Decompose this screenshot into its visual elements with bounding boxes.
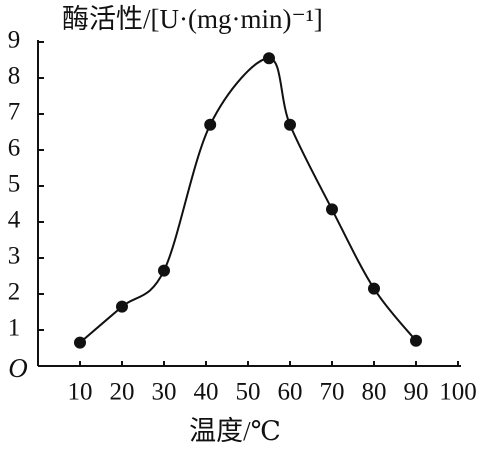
point [368, 282, 380, 295]
y-axis-title: 酶活性/[U·(mg·min)⁻¹] [62, 4, 323, 34]
point [263, 52, 275, 65]
y-tick-label: 9 [8, 27, 21, 54]
y-tick-label: 1 [8, 315, 21, 342]
point [326, 203, 338, 216]
point [74, 336, 86, 349]
y-tick-label: 6 [8, 135, 21, 162]
point [204, 118, 217, 131]
x-tick-label: 60 [278, 379, 303, 406]
x-tick-label: 30 [152, 379, 177, 406]
point [284, 118, 296, 131]
x-tick-label: 80 [362, 379, 387, 406]
point [158, 264, 170, 277]
x-tick-label: 90 [404, 379, 429, 406]
x-tick-label: 100 [439, 379, 477, 406]
x-tick-label: 10 [68, 379, 93, 406]
y-tick-label: 4 [8, 207, 21, 234]
x-tick-label: 20 [110, 379, 135, 406]
x-tick-label: 50 [236, 379, 261, 406]
y-tick-label: 5 [8, 171, 21, 198]
x-axis-title: 温度/℃ [189, 416, 281, 446]
x-tick-label: 70 [320, 379, 345, 406]
line [79, 57, 417, 344]
point [116, 300, 128, 313]
y-tick-label: 2 [8, 279, 21, 306]
point [410, 334, 422, 347]
y-tick-label: 7 [8, 99, 21, 126]
y-tick-label: 8 [8, 63, 21, 90]
y-tick-label: 3 [8, 243, 21, 270]
origin-label: O [8, 353, 28, 383]
x-tick-label: 40 [194, 379, 219, 406]
